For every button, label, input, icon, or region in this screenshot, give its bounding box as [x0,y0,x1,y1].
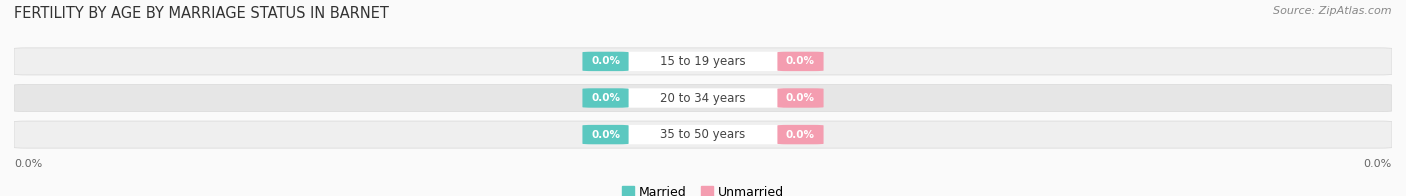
FancyBboxPatch shape [778,88,824,108]
FancyBboxPatch shape [582,52,628,71]
Text: 15 to 19 years: 15 to 19 years [661,55,745,68]
Text: 0.0%: 0.0% [786,56,815,66]
FancyBboxPatch shape [582,88,628,108]
FancyBboxPatch shape [14,121,1392,148]
FancyBboxPatch shape [778,125,824,144]
Legend: Married, Unmarried: Married, Unmarried [617,181,789,196]
Text: 0.0%: 0.0% [591,93,620,103]
Text: 20 to 34 years: 20 to 34 years [661,92,745,104]
Text: 0.0%: 0.0% [786,130,815,140]
Text: 0.0%: 0.0% [14,160,42,170]
FancyBboxPatch shape [623,125,783,144]
FancyBboxPatch shape [14,48,1392,75]
Text: 35 to 50 years: 35 to 50 years [661,128,745,141]
FancyBboxPatch shape [623,52,783,71]
Text: 0.0%: 0.0% [591,56,620,66]
FancyBboxPatch shape [778,52,824,71]
Text: FERTILITY BY AGE BY MARRIAGE STATUS IN BARNET: FERTILITY BY AGE BY MARRIAGE STATUS IN B… [14,6,389,21]
FancyBboxPatch shape [623,88,783,108]
Text: 0.0%: 0.0% [591,130,620,140]
FancyBboxPatch shape [14,84,1392,112]
Text: Source: ZipAtlas.com: Source: ZipAtlas.com [1274,6,1392,16]
FancyBboxPatch shape [582,125,628,144]
Text: 0.0%: 0.0% [786,93,815,103]
Text: 0.0%: 0.0% [1364,160,1392,170]
